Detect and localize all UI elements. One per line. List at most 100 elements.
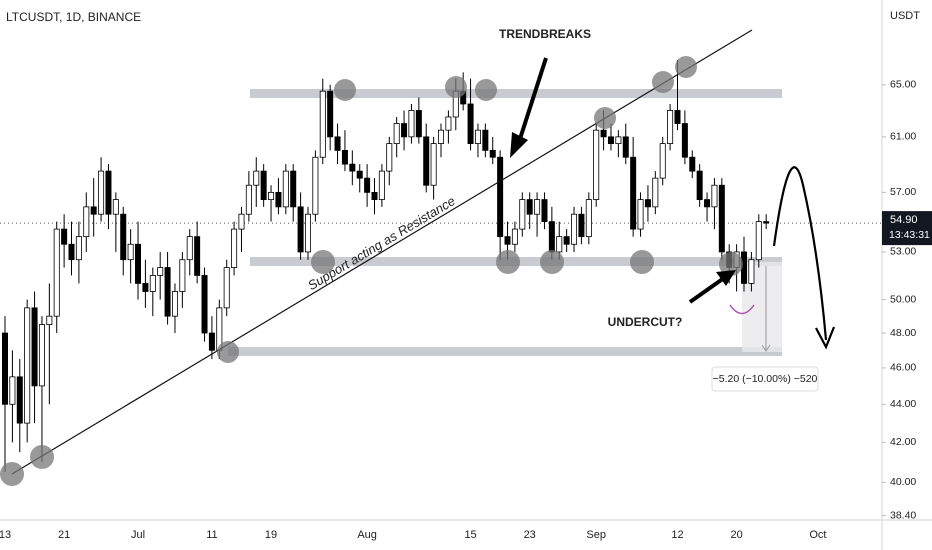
candle-body xyxy=(467,103,474,144)
candle-body xyxy=(238,213,245,230)
last-price-box xyxy=(882,211,932,246)
y-tick-label: 40.00 xyxy=(890,476,916,488)
candle-body xyxy=(415,110,422,138)
ticks: 38.40 40.00 42.00 44.00 46.00 48.00 50.00 53.00… xyxy=(0,79,932,541)
y-tick-label: 57.00 xyxy=(890,186,916,198)
candle-body xyxy=(127,243,134,261)
candle-body xyxy=(556,236,563,253)
y-tick-label: 42.00 xyxy=(890,436,916,448)
measure-label-box xyxy=(711,366,819,392)
candle-body xyxy=(142,283,149,292)
lower-band xyxy=(228,347,782,356)
candle-body xyxy=(489,149,496,158)
candle-body xyxy=(526,199,533,215)
candle-body xyxy=(83,206,90,238)
candle-body xyxy=(637,199,644,230)
candle-body xyxy=(401,123,408,138)
candle-body xyxy=(75,236,82,261)
last-price-label: 54.90 xyxy=(890,214,918,226)
candle-body xyxy=(334,136,341,151)
x-tick-label: Oct xyxy=(809,529,826,541)
y-tick-label: 38.40 xyxy=(890,510,916,522)
candle-body xyxy=(253,170,260,186)
y-tick-label: 61.00 xyxy=(890,131,916,143)
time-axis-bg xyxy=(0,520,932,550)
candle-body xyxy=(755,221,762,261)
x-tick-label: 12 xyxy=(671,529,683,541)
axis-unit: USDT xyxy=(890,10,920,22)
candle-body xyxy=(135,243,142,284)
trendbreaks-label: TRENDBREAKS xyxy=(499,27,591,41)
candle-body xyxy=(149,275,156,292)
price-axis-bg xyxy=(882,0,932,550)
undercut-label: UNDERCUT? xyxy=(608,315,683,329)
forecast-arrow xyxy=(772,166,828,341)
forecast-arrowhead xyxy=(815,326,836,350)
candle-body xyxy=(157,267,164,276)
candle-body xyxy=(327,90,334,138)
candle-body xyxy=(763,221,770,224)
candle-body xyxy=(615,136,622,144)
candle-body xyxy=(312,156,319,215)
candle-body xyxy=(445,116,452,131)
candle-body xyxy=(644,199,651,208)
candle-body xyxy=(364,177,371,193)
candle-body xyxy=(718,184,725,253)
candle-body xyxy=(430,143,437,186)
candle-body xyxy=(341,149,348,165)
y-tick-label: 48.00 xyxy=(890,327,916,339)
resistance-band xyxy=(250,89,782,98)
candle-body xyxy=(38,324,45,387)
candle-body xyxy=(268,191,275,200)
x-tick-label: 23 xyxy=(524,529,536,541)
candle-body xyxy=(275,191,282,208)
candle-body xyxy=(585,199,592,238)
x-tick-label: Aug xyxy=(357,529,377,541)
countdown-label: 13:43:31 xyxy=(889,229,930,241)
candle-body xyxy=(571,213,578,245)
candle-body xyxy=(201,275,208,334)
candle-body xyxy=(290,170,297,208)
candle-body xyxy=(748,259,755,284)
touch-circles xyxy=(0,56,743,486)
candle-body xyxy=(511,228,518,245)
trendbreaks-arrow xyxy=(517,57,548,143)
candle-body xyxy=(245,184,252,215)
candle-body xyxy=(46,315,53,325)
chart-title: LTCUSDT, 1D, BINANCE xyxy=(6,10,141,24)
x-tick-label: 21 xyxy=(58,529,70,541)
x-tick-label: 11 xyxy=(206,529,217,541)
candle-body xyxy=(179,259,186,292)
candle-body xyxy=(105,170,112,215)
candle-body xyxy=(600,129,607,138)
candle-body xyxy=(548,221,555,253)
y-tick-label: 65.00 xyxy=(890,79,916,91)
undercut-arrowhead xyxy=(716,270,736,286)
candle-body xyxy=(16,376,23,424)
candle-body xyxy=(371,191,378,200)
candle-body xyxy=(297,206,304,253)
x-tick-label: 20 xyxy=(730,529,742,541)
candles xyxy=(0,60,882,473)
candle-body xyxy=(497,156,504,238)
candle-body xyxy=(2,332,8,405)
candle-body xyxy=(231,228,238,268)
undercut-arrow xyxy=(688,276,726,304)
candle-body xyxy=(386,143,393,172)
candle-body xyxy=(223,267,230,309)
candle-body xyxy=(120,213,127,261)
candle-body xyxy=(282,170,289,208)
candle-body xyxy=(541,199,548,223)
measure-box xyxy=(742,262,782,352)
candle-body xyxy=(171,291,178,317)
candle-body xyxy=(356,170,363,179)
candle-body xyxy=(711,184,718,208)
candle-body xyxy=(319,90,326,158)
x-tick-label: 19 xyxy=(265,529,277,541)
candle-body xyxy=(53,228,60,317)
candle-body xyxy=(630,156,637,230)
candle-body xyxy=(112,199,119,215)
candle-body xyxy=(519,199,526,230)
candle-body xyxy=(482,129,489,151)
x-tick-label: 15 xyxy=(464,529,476,541)
